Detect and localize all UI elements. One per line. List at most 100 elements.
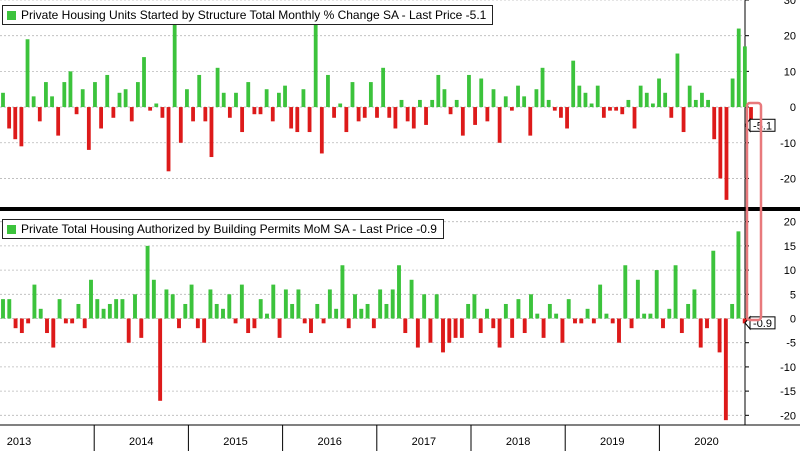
bar <box>51 318 56 348</box>
bar <box>62 82 67 108</box>
y-tick-label: 10 <box>784 66 796 78</box>
bar <box>585 308 590 319</box>
bar <box>692 289 697 319</box>
bar <box>283 85 287 108</box>
bar <box>44 82 48 108</box>
bar <box>166 107 171 172</box>
bar <box>436 74 441 108</box>
bar <box>698 318 703 348</box>
bar <box>313 24 318 108</box>
bar <box>448 107 453 115</box>
bar <box>32 284 37 319</box>
bar <box>479 78 484 108</box>
bar <box>554 313 559 319</box>
y-tick-label: -10 <box>780 362 796 374</box>
bar <box>522 318 527 334</box>
bar <box>604 313 609 319</box>
bar <box>648 313 653 319</box>
highlight-box <box>745 101 763 322</box>
bar <box>185 89 189 108</box>
bar <box>353 294 357 319</box>
bar <box>454 99 459 108</box>
bar <box>516 299 521 319</box>
bar <box>289 107 294 129</box>
bar <box>295 107 300 133</box>
bar <box>7 299 12 319</box>
legend-bottom: Private Total Housing Authorized by Buil… <box>2 219 444 239</box>
bar <box>209 107 214 158</box>
bar <box>723 318 728 421</box>
bar <box>160 107 165 118</box>
bar <box>234 92 238 108</box>
bar <box>315 303 320 319</box>
bar <box>145 245 150 319</box>
bar <box>359 308 364 319</box>
bar <box>170 294 175 319</box>
bar <box>37 107 42 122</box>
bar <box>221 92 226 108</box>
bar <box>552 107 557 111</box>
bar <box>93 82 97 108</box>
y-tick-label: 15 <box>784 241 796 253</box>
bar <box>356 107 361 122</box>
bar <box>635 279 640 319</box>
bar <box>617 318 621 343</box>
bar <box>393 107 398 129</box>
bar <box>459 318 464 338</box>
bar <box>365 303 370 319</box>
bar <box>546 99 551 108</box>
bar <box>467 74 471 108</box>
bar <box>302 318 307 324</box>
bar <box>447 318 452 343</box>
x-tick-label: 2013 <box>7 436 31 448</box>
bar <box>529 294 533 319</box>
bar <box>195 318 200 329</box>
bar <box>111 107 116 118</box>
x-tick-label: 2020 <box>694 436 718 448</box>
bar <box>258 107 263 115</box>
bar <box>191 107 195 122</box>
bar <box>583 92 588 108</box>
bar <box>629 318 634 329</box>
bar <box>99 107 103 129</box>
bar <box>742 46 747 108</box>
bar <box>387 107 392 118</box>
bar <box>675 53 680 108</box>
bar <box>573 318 577 324</box>
bar <box>712 107 717 140</box>
legend-bottom-label: Private Total Housing Authorized by Buil… <box>21 222 437 236</box>
bar <box>418 99 422 108</box>
bar <box>565 107 569 129</box>
bar <box>424 107 428 125</box>
y-tick-label: -10 <box>780 138 796 150</box>
bar <box>663 92 668 108</box>
bar <box>397 265 401 319</box>
bar <box>547 303 552 319</box>
bar <box>13 107 18 140</box>
bar <box>638 85 643 108</box>
legend-bottom-swatch <box>7 224 16 234</box>
bar <box>371 318 376 329</box>
bar <box>126 318 131 343</box>
bar <box>601 107 606 118</box>
bar <box>296 289 301 319</box>
bar <box>56 107 61 136</box>
bar <box>409 279 414 319</box>
y-tick-label: 20 <box>784 31 796 43</box>
bar <box>541 318 546 338</box>
bar <box>669 107 674 118</box>
bar <box>74 107 79 115</box>
bar <box>375 107 379 118</box>
bar <box>202 318 207 343</box>
bar <box>736 28 741 108</box>
bar <box>277 92 281 108</box>
bar <box>679 318 684 334</box>
bar <box>405 107 410 122</box>
bar <box>473 107 477 125</box>
bar <box>686 303 691 319</box>
last-price-box <box>749 118 776 132</box>
bar <box>614 107 619 111</box>
bar <box>730 78 735 108</box>
bar <box>749 107 753 126</box>
bar <box>1 299 5 319</box>
